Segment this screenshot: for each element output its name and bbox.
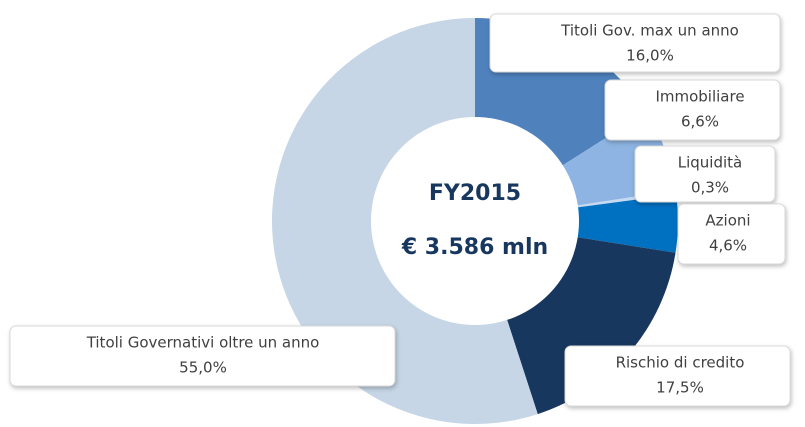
label-box: [604, 79, 781, 141]
label-box: [634, 145, 776, 203]
category-label: Titoli Gov. max un anno: [560, 22, 739, 40]
donut-hole: [371, 117, 579, 325]
value-label: 6,6%: [681, 113, 719, 131]
category-label: Rischio di credito: [616, 354, 745, 372]
labels: Titoli Gov. max un anno 16,0% Immobiliare 6…: [9, 13, 791, 407]
label-box: [564, 345, 791, 407]
label-box: [677, 203, 786, 265]
value-label: 16,0%: [626, 47, 674, 65]
value-label: 17,5%: [656, 379, 704, 397]
value-label: 4,6%: [709, 237, 747, 255]
category-label: Liquidità: [678, 154, 742, 172]
label-box: [489, 13, 781, 73]
center-title: FY2015: [429, 181, 521, 206]
category-label: Azioni: [705, 212, 750, 230]
value-label: 55,0%: [179, 359, 227, 377]
label-box: [9, 325, 396, 387]
value-label: 0,3%: [691, 179, 729, 197]
category-label: Titoli Governativi oltre un anno: [86, 334, 320, 352]
center-subtitle: € 3.586 mln: [401, 235, 548, 260]
category-label: Immobiliare: [655, 88, 744, 106]
